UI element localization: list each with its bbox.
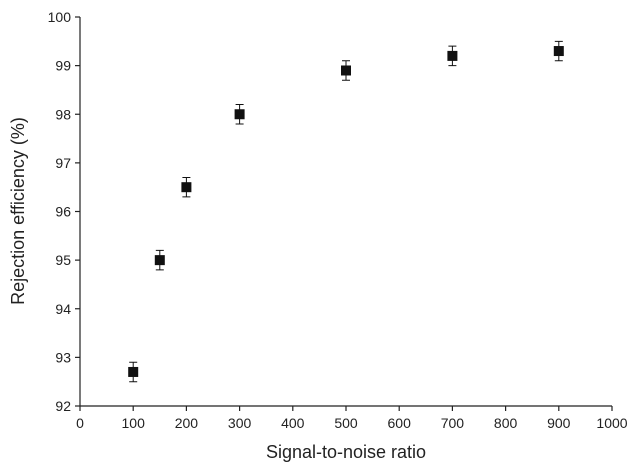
x-tick-label: 100 — [122, 415, 146, 431]
y-tick-label: 96 — [55, 204, 71, 220]
x-tick-label: 0 — [76, 415, 84, 431]
x-tick-label: 400 — [281, 415, 305, 431]
y-axis-label: Rejection efficiency (%) — [8, 117, 28, 305]
x-tick-label: 1000 — [596, 415, 627, 431]
point — [447, 50, 458, 61]
y-tick-label: 99 — [55, 58, 71, 74]
y-tick-label: 92 — [55, 398, 71, 414]
x-tick-label: 300 — [228, 415, 252, 431]
point — [128, 366, 139, 377]
x-tick-label: 500 — [334, 415, 358, 431]
y-tick-label: 94 — [55, 301, 71, 317]
y-tick-label: 98 — [55, 106, 71, 122]
y-tick-label: 95 — [55, 252, 71, 268]
y-tick-label: 100 — [48, 9, 72, 25]
x-tick-label: 700 — [441, 415, 465, 431]
x-axis-label: Signal-to-noise ratio — [266, 442, 426, 462]
point — [154, 255, 165, 266]
y-tick-label: 93 — [55, 349, 71, 365]
point — [234, 109, 245, 120]
x-tick-label: 200 — [175, 415, 199, 431]
point — [553, 46, 564, 57]
x-tick-label: 900 — [547, 415, 571, 431]
point — [341, 65, 351, 76]
x-tick-label: 600 — [388, 415, 412, 431]
x-tick-label: 800 — [494, 415, 518, 431]
point — [181, 182, 192, 193]
y-tick-label: 97 — [55, 155, 71, 171]
